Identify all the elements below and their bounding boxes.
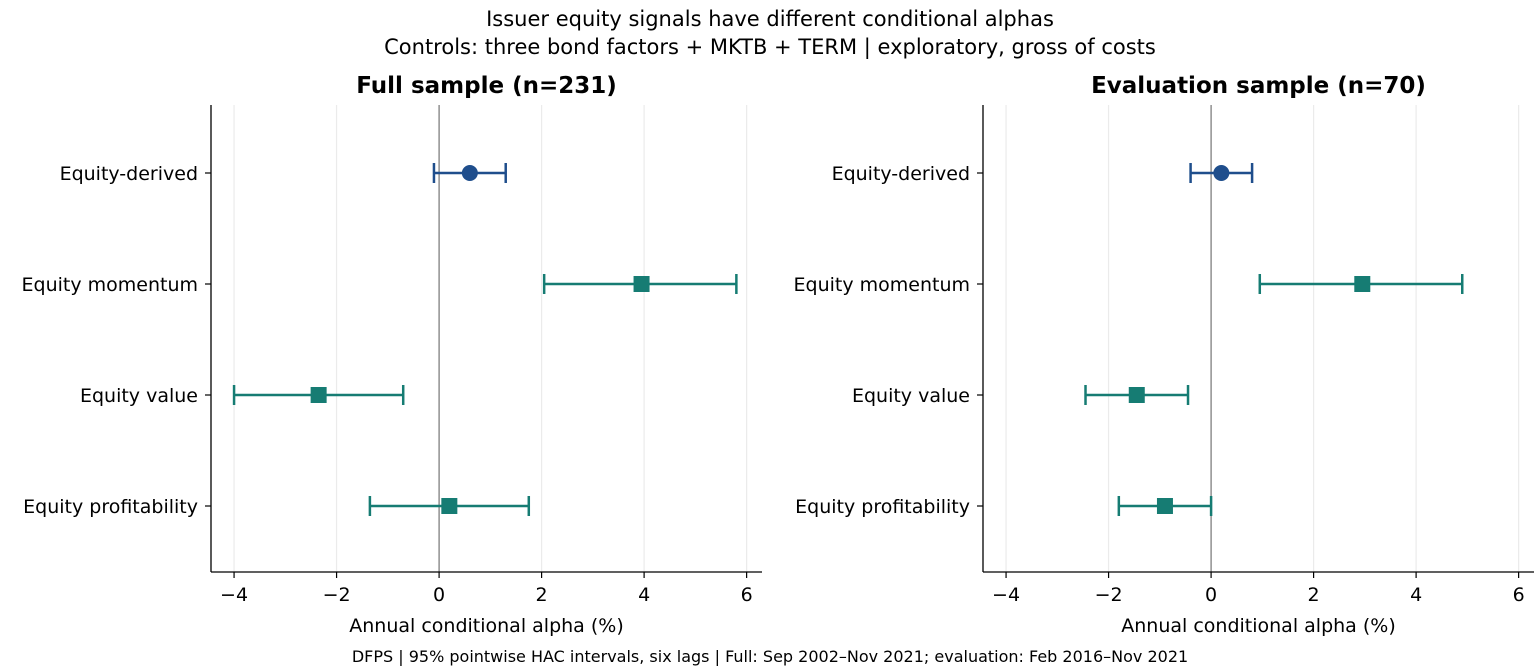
x-tick-label: 4 xyxy=(1410,584,1422,606)
point-estimate xyxy=(461,165,478,181)
point-estimate xyxy=(441,498,458,514)
category-label: Equity profitability xyxy=(795,496,970,518)
x-axis-label: Annual conditional alpha (%) xyxy=(1121,615,1395,637)
point-estimate xyxy=(1213,165,1230,181)
x-tick-label: −2 xyxy=(1095,584,1123,606)
category-label: Equity value xyxy=(852,385,970,407)
panel-title: Full sample (n=231) xyxy=(356,73,617,99)
x-tick-label: 2 xyxy=(536,584,548,606)
panel-title: Evaluation sample (n=70) xyxy=(1091,73,1426,99)
figure-title: Issuer equity signals have different con… xyxy=(486,7,1054,31)
x-tick-label: 0 xyxy=(433,584,445,606)
category-label: Equity momentum xyxy=(794,274,971,296)
x-tick-label: 4 xyxy=(638,584,650,606)
x-tick-label: 2 xyxy=(1308,584,1320,606)
category-label: Equity-derived xyxy=(832,163,970,185)
point-estimate xyxy=(1354,276,1371,292)
category-label: Equity profitability xyxy=(23,496,198,518)
panel-evaluation-sample: −4 −2 0 2 4 6 Equity-derived Equity momentum Equ… xyxy=(794,73,1534,637)
panel-full-sample: −4 −2 0 2 4 6 Equity-derived Equity momentum Equ… xyxy=(22,73,762,637)
x-tick-label: 6 xyxy=(1513,584,1525,606)
point-estimate xyxy=(310,387,327,403)
category-label: Equity-derived xyxy=(60,163,198,185)
category-label: Equity value xyxy=(80,385,198,407)
figure-subtitle: Controls: three bond factors + MKTB + TE… xyxy=(384,35,1156,60)
category-label: Equity momentum xyxy=(22,274,199,296)
x-axis-label: Annual conditional alpha (%) xyxy=(349,615,623,637)
x-tick-label: 6 xyxy=(741,584,753,606)
x-tick-label: −4 xyxy=(992,584,1020,606)
point-estimate xyxy=(1128,387,1145,403)
x-tick-label: −2 xyxy=(323,584,351,606)
x-tick-label: −4 xyxy=(220,584,248,606)
point-estimate xyxy=(633,276,650,292)
figure-footer: DFPS | 95% pointwise HAC intervals, six … xyxy=(352,647,1188,666)
x-tick-label: 0 xyxy=(1205,584,1217,606)
point-estimate xyxy=(1156,498,1173,514)
